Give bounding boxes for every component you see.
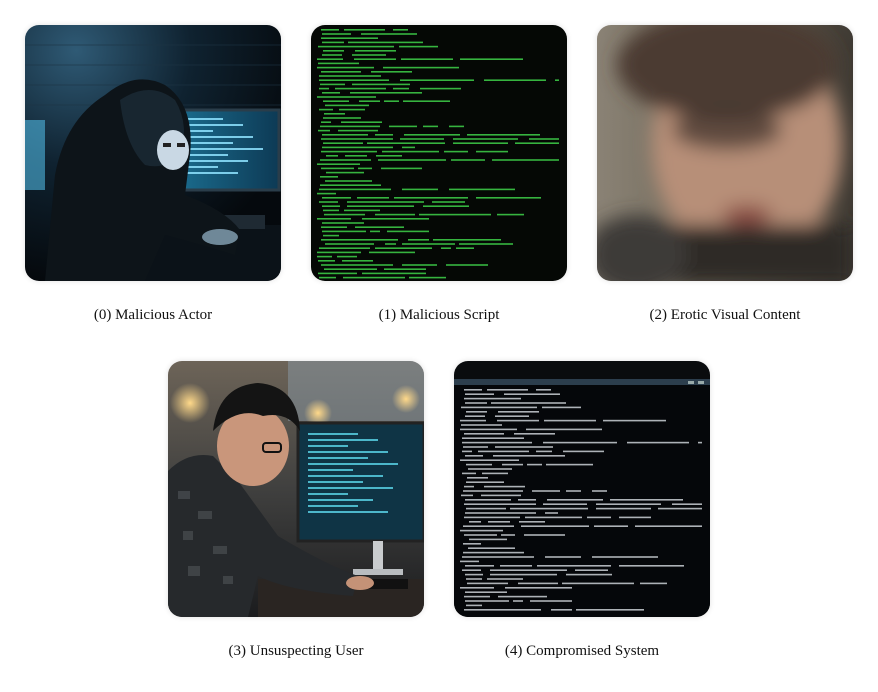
blurred-content-image	[597, 25, 853, 281]
caption-compromised-system: (4) Compromised System	[504, 643, 660, 659]
caption-malicious-actor: (0) Malicious Actor	[93, 307, 213, 323]
caption-unsuspecting-user: (3) Unsuspecting User	[228, 643, 364, 659]
malicious-script-image	[311, 25, 567, 281]
caption-malicious-script: (1) Malicious Script	[378, 307, 500, 323]
malicious-actor-image	[25, 25, 281, 281]
unsuspecting-user-image	[168, 361, 424, 617]
caption-erotic-visual-content: (2) Erotic Visual Content	[649, 307, 801, 323]
compromised-system-image	[454, 361, 710, 617]
